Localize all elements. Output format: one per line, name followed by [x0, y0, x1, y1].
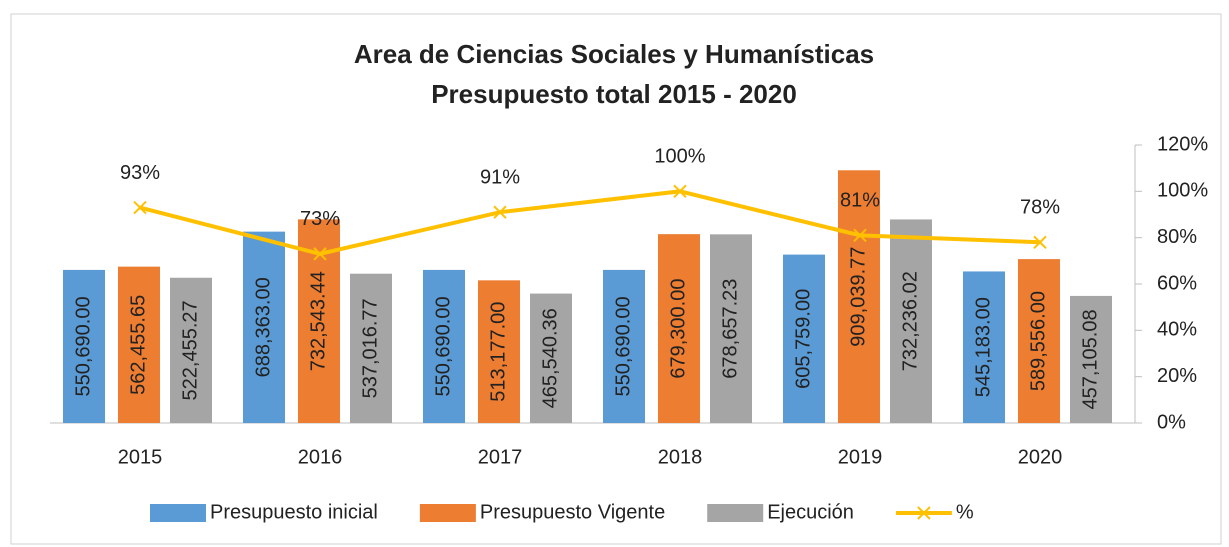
data-label: 522,455.27	[179, 300, 201, 400]
marker	[673, 184, 687, 199]
y2-tick-label: 60%	[1157, 272, 1197, 294]
legend-swatch	[419, 504, 476, 522]
x-tick-label: 2017	[478, 446, 523, 468]
legend-label: Ejecución	[767, 501, 854, 523]
legend-label: Presupuesto inicial	[210, 501, 378, 523]
bar	[423, 269, 465, 423]
y2-tick-label: 80%	[1157, 226, 1197, 248]
data-label: 93%	[120, 162, 160, 184]
legend-label: %	[956, 501, 974, 523]
data-label: 91%	[480, 166, 520, 188]
y2-tick-label: 120%	[1157, 133, 1208, 155]
data-label: 78%	[1020, 197, 1060, 219]
y2-tick-label: 100%	[1157, 180, 1208, 202]
bar	[838, 170, 880, 423]
bar	[170, 277, 212, 423]
data-label: 678,657.23	[719, 279, 741, 379]
bar	[243, 231, 285, 423]
x-tick-label: 2020	[1018, 446, 1063, 468]
data-label: 513,177.00	[487, 302, 509, 402]
bar	[890, 219, 932, 423]
data-label: 679,300.00	[667, 279, 689, 379]
data-label: 100%	[654, 146, 705, 168]
legend-swatch	[150, 504, 206, 522]
data-label: 732,543.44	[307, 271, 329, 371]
data-label: 545,183.00	[972, 297, 994, 397]
data-label: 537,016.77	[359, 298, 381, 398]
chart-subtitle: Presupuesto total 2015 - 2020	[431, 79, 797, 109]
data-label: 465,540.36	[539, 308, 561, 408]
x-tick-label: 2016	[298, 446, 343, 468]
legend-swatch	[707, 504, 764, 522]
x-tick-label: 2018	[658, 446, 703, 468]
legend-marker	[917, 506, 931, 520]
chart-title: Area de Ciencias Sociales y Humanísticas	[354, 39, 874, 69]
data-label: 550,690.00	[612, 296, 634, 396]
data-label: 688,363.00	[252, 277, 274, 377]
data-label: 457,105.08	[1079, 309, 1101, 409]
bar	[658, 234, 700, 423]
bar	[350, 273, 392, 423]
marker	[313, 247, 327, 261]
x-tick-label: 2015	[118, 446, 163, 468]
data-label: 81%	[840, 190, 880, 212]
data-label: 73%	[300, 208, 340, 230]
x-tick-label: 2019	[838, 446, 883, 468]
bar	[1070, 295, 1112, 423]
marker	[853, 228, 867, 243]
data-label: 589,556.00	[1027, 291, 1049, 391]
data-label: 550,690.00	[72, 296, 94, 396]
marker	[133, 200, 147, 215]
y2-tick-label: 0%	[1157, 411, 1186, 433]
bar	[478, 280, 520, 423]
data-label: 732,236.02	[899, 271, 921, 371]
marker	[1033, 235, 1047, 250]
bar	[118, 266, 160, 423]
y2-tick-label: 20%	[1157, 365, 1197, 387]
bar	[783, 254, 825, 423]
bar	[1018, 259, 1060, 423]
y2-tick-label: 40%	[1157, 319, 1197, 341]
marker	[493, 205, 507, 219]
bar	[63, 269, 105, 423]
line	[139, 189, 1041, 256]
data-label: 550,690.00	[432, 296, 454, 396]
legend-label: Presupuesto Vigente	[480, 501, 665, 523]
data-label: 605,759.00	[792, 289, 814, 389]
data-label: 909,039.77	[847, 247, 869, 347]
data-label: 562,455.65	[127, 295, 149, 395]
bar	[963, 271, 1005, 423]
bar	[530, 293, 572, 423]
bar	[710, 234, 752, 423]
bar	[603, 269, 645, 423]
